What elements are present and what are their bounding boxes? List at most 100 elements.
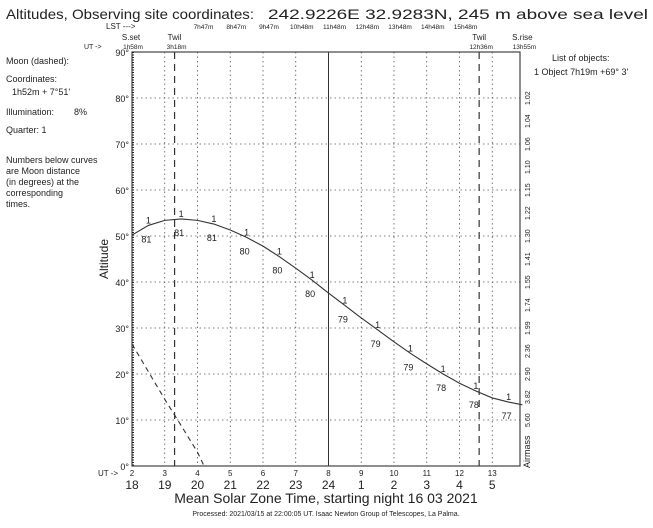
moon-distance-label: 78 [436, 383, 446, 393]
ut-tick-label: 4 [195, 469, 200, 478]
lst-tick-label: 7h47m [194, 24, 214, 31]
object-altitude-curve [131, 218, 523, 406]
local-time-tick-label: 3 [423, 478, 430, 492]
airmass-tick-label: 1.55 [525, 275, 532, 289]
ut-tick-label: 11 [423, 469, 432, 478]
moon-note-line: corresponding [6, 188, 63, 198]
object-index-label: 1 [211, 214, 216, 224]
y-tick-label: 0° [120, 462, 129, 472]
object-index-label: 1 [506, 392, 511, 402]
object-index-label: 1 [473, 381, 478, 391]
airmass-tick-label: 2.36 [525, 344, 532, 358]
y-tick-label: 40° [115, 278, 129, 288]
object-index-label: 1 [146, 215, 151, 225]
moon-distance-label: 81 [207, 233, 217, 243]
event-name: S.set [122, 33, 141, 42]
event-name: Twil [472, 33, 486, 42]
lst-tick-label: 14h48m [421, 24, 445, 31]
moon-distance-label: 78 [469, 400, 479, 410]
ut-tick-label: 12 [455, 469, 464, 478]
y-axis-label: Altitude [97, 239, 111, 279]
objects-title: List of objects: [552, 53, 610, 63]
local-time-tick-label: 2 [391, 478, 398, 492]
y-tick-label: 70° [115, 140, 129, 150]
y-tick-label: 20° [115, 370, 129, 380]
moon-distance-label: 80 [240, 246, 250, 256]
airmass-tick-label: 1.15 [525, 183, 532, 197]
event-time: 3h18m [167, 44, 187, 51]
airmass-tick-label: 1.30 [525, 229, 532, 243]
moon-quarter: Quarter: 1 [6, 125, 47, 135]
moon-note-line: are Moon distance [6, 166, 80, 176]
moon-distance-label: 77 [502, 411, 512, 421]
moon-distance-label: 81 [141, 234, 151, 244]
ut-tick-label: 10 [390, 469, 399, 478]
moon-distance-label: 79 [371, 339, 381, 349]
y-tick-label: 30° [115, 324, 129, 334]
object-index-label: 1 [277, 247, 282, 257]
object-index-label: 1 [375, 320, 380, 330]
y-tick-label: 60° [115, 186, 129, 196]
moon-illumination-label: Illumination: [6, 107, 54, 117]
lst-tick-label: 11h48m [323, 24, 346, 31]
moon-note-line: Numbers below curves [6, 155, 98, 165]
ut-tick-label: 8 [326, 469, 331, 478]
airmass-tick-label: 1.06 [525, 137, 532, 151]
airmass-tick-label: 1.02 [525, 91, 532, 105]
airmass-tick-label: 1.41 [525, 252, 532, 266]
local-time-tick-label: 21 [224, 478, 238, 492]
lst-label: LST ---> [106, 22, 136, 31]
object-index-label: 1 [179, 209, 184, 219]
moon-coords: 1h52m + 7°51' [12, 87, 70, 97]
moon-distance-label: 79 [338, 314, 348, 324]
moon-note-line: (in degrees) at the [6, 177, 79, 187]
local-time-tick-label: 20 [191, 478, 205, 492]
event-time: 13h55m [513, 44, 537, 51]
airmass-tick-label: 1.10 [525, 160, 532, 174]
y-tick-label: 50° [115, 232, 129, 242]
y-tick-label: 10° [115, 416, 129, 426]
moon-illumination: 8% [74, 107, 87, 117]
object-index-label: 1 [441, 364, 446, 374]
ut-tick-label: 2 [130, 469, 135, 478]
lst-tick-label: 10h48m [290, 24, 314, 31]
ut-tick-label: 3 [163, 469, 168, 478]
airmass-tick-label: 5.60 [525, 413, 532, 427]
local-time-tick-label: 24 [322, 478, 336, 492]
lst-tick-label: 12h48m [356, 24, 380, 31]
lst-tick-label: 8h47m [226, 24, 246, 31]
local-time-tick-label: 23 [289, 478, 303, 492]
moon-distance-label: 80 [305, 289, 315, 299]
ut-tick-label: 13 [488, 469, 497, 478]
moon-coords-label: Coordinates: [6, 74, 57, 84]
object-index-label: 1 [244, 227, 249, 237]
ut-tick-label: 5 [228, 469, 233, 478]
y2-axis-label: Airmass [522, 435, 532, 468]
local-time-tick-label: 1 [358, 478, 365, 492]
object-index-label: 1 [310, 270, 315, 280]
moon-altitude-curve [131, 343, 205, 467]
moon-distance-label: 80 [272, 266, 282, 276]
ut-tick-label: 6 [261, 469, 266, 478]
y-tick-label: 80° [115, 94, 129, 104]
event-name: Twil [168, 33, 182, 42]
airmass-tick-label: 2.90 [525, 367, 532, 381]
event-time: 12h36m [469, 44, 493, 51]
airmass-tick-label: 1.99 [525, 321, 532, 335]
moon-note-line: times. [6, 199, 30, 209]
object-entry: 1 Object 7h19m +69° 3' [534, 67, 628, 77]
lst-tick-label: 15h48m [454, 24, 478, 31]
local-time-tick-label: 4 [456, 478, 463, 492]
chart-title: Altitudes, Observing site coordinates: [6, 6, 254, 22]
local-time-tick-label: 18 [125, 478, 139, 492]
footer-processed: Processed: 2021/03/15 at 22:00:05 UT. Is… [192, 511, 459, 518]
event-time: 1h58m [123, 44, 143, 51]
airmass-tick-label: 3.82 [525, 390, 532, 404]
plot-frame [131, 51, 521, 467]
moon-title: Moon (dashed): [6, 56, 69, 66]
ut-tick-label: 9 [359, 469, 364, 478]
y-tick-label: 90° [115, 48, 129, 58]
object-index-label: 1 [342, 295, 347, 305]
local-time-tick-label: 5 [489, 478, 496, 492]
